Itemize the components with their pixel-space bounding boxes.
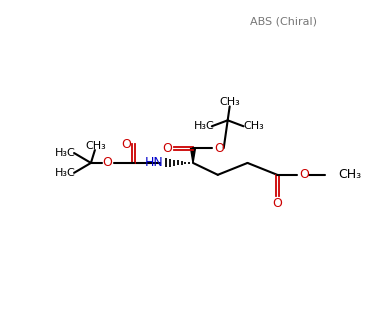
Text: CH₃: CH₃ [86, 141, 106, 151]
Polygon shape [190, 148, 195, 163]
Text: O: O [102, 156, 112, 169]
Text: O: O [214, 142, 224, 155]
Text: O: O [122, 137, 132, 151]
Text: O: O [162, 142, 172, 155]
Text: H₃C: H₃C [194, 121, 214, 131]
Text: O: O [272, 197, 282, 210]
Text: HN: HN [144, 156, 163, 169]
Text: ABS (Chiral): ABS (Chiral) [250, 16, 317, 26]
Text: O: O [299, 168, 309, 181]
Text: CH₃: CH₃ [219, 97, 240, 108]
Text: H₃C: H₃C [55, 148, 75, 158]
Text: CH₃: CH₃ [339, 168, 362, 181]
Text: H₃C: H₃C [55, 168, 75, 178]
Text: CH₃: CH₃ [243, 121, 264, 131]
